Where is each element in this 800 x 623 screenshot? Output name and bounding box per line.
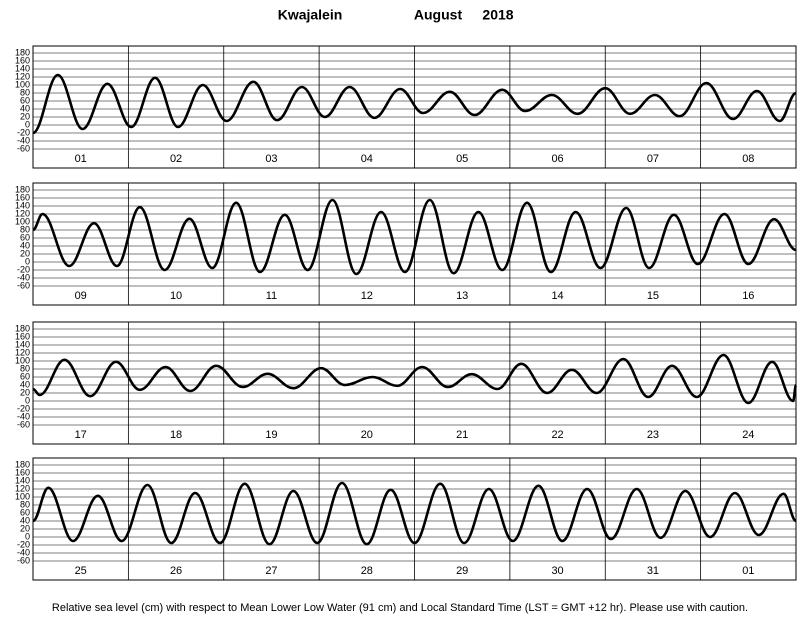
y-tick-label: 140 <box>15 339 30 349</box>
day-label: 03 <box>265 153 277 165</box>
y-tick-label: 100 <box>15 216 30 226</box>
y-tick-label: 100 <box>15 491 30 501</box>
day-label: 06 <box>551 153 563 165</box>
y-tick-label: 80 <box>20 363 30 373</box>
y-tick-label: 20 <box>20 523 30 533</box>
y-tick-label: -40 <box>17 135 30 145</box>
y-tick-label: 40 <box>20 379 30 389</box>
day-label: 01 <box>75 153 87 165</box>
y-tick-label: 0 <box>25 531 30 541</box>
day-label: 26 <box>170 565 182 577</box>
y-tick-label: 40 <box>20 515 30 525</box>
y-tick-label: -20 <box>17 127 30 137</box>
station-name: Kwajalein <box>278 7 343 23</box>
y-tick-label: -60 <box>17 143 30 153</box>
y-tick-label: 20 <box>20 387 30 397</box>
day-label: 16 <box>742 290 754 302</box>
day-label: 10 <box>170 290 182 302</box>
day-label: 23 <box>647 429 659 441</box>
day-label: 08 <box>742 153 754 165</box>
y-tick-label: 40 <box>20 240 30 250</box>
day-label: 01 <box>742 565 754 577</box>
day-label: 09 <box>75 290 87 302</box>
day-label: 20 <box>361 429 373 441</box>
y-tick-label: 60 <box>20 232 30 242</box>
y-tick-label: 100 <box>15 355 30 365</box>
y-tick-label: 20 <box>20 248 30 258</box>
y-tick-label: 140 <box>15 63 30 73</box>
panel-frame <box>32 321 797 445</box>
day-label: 04 <box>361 153 373 165</box>
y-tick-label: 160 <box>15 55 30 65</box>
day-label: 13 <box>456 290 468 302</box>
y-tick-label: 80 <box>20 87 30 97</box>
tide-curve <box>32 73 797 135</box>
day-label: 25 <box>75 565 87 577</box>
y-tick-label: 180 <box>15 47 30 57</box>
y-tick-label: 40 <box>20 103 30 113</box>
y-tick-label: 180 <box>15 184 30 194</box>
y-tick-label: -40 <box>17 547 30 557</box>
y-tick-label: 120 <box>15 347 30 357</box>
y-tick-label: 160 <box>15 331 30 341</box>
y-tick-label: 120 <box>15 483 30 493</box>
month: August <box>414 7 463 23</box>
y-tick-label: -60 <box>17 280 30 290</box>
day-label: 05 <box>456 153 468 165</box>
day-label: 28 <box>361 565 373 577</box>
y-tick-label: 120 <box>15 208 30 218</box>
day-label: 02 <box>170 153 182 165</box>
day-label: 11 <box>266 290 277 302</box>
y-tick-label: 80 <box>20 224 30 234</box>
tide-curve <box>32 481 797 546</box>
y-tick-label: 180 <box>15 459 30 469</box>
day-label: 21 <box>456 429 468 441</box>
y-tick-label: 140 <box>15 475 30 485</box>
day-label: 29 <box>456 565 468 577</box>
day-label: 07 <box>647 153 659 165</box>
panel-frame <box>32 45 797 169</box>
day-label: 14 <box>551 290 563 302</box>
y-tick-label: 180 <box>15 323 30 333</box>
panel-frame <box>32 457 797 581</box>
y-tick-label: 60 <box>20 95 30 105</box>
y-tick-label: 100 <box>15 79 30 89</box>
day-label: 19 <box>265 429 277 441</box>
y-tick-label: 60 <box>20 507 30 517</box>
y-tick-label: -40 <box>17 272 30 282</box>
y-tick-label: 140 <box>15 200 30 210</box>
y-tick-label: 80 <box>20 499 30 509</box>
footnote: Relative sea level (cm) with respect to … <box>52 602 748 614</box>
day-label: 17 <box>75 429 87 441</box>
day-label: 12 <box>361 290 373 302</box>
y-tick-label: -60 <box>17 555 30 565</box>
y-tick-label: -60 <box>17 419 30 429</box>
y-tick-label: 60 <box>20 371 30 381</box>
day-label: 31 <box>647 565 659 577</box>
tide-curve <box>32 198 797 276</box>
y-tick-label: -20 <box>17 403 30 413</box>
y-tick-label: 0 <box>25 395 30 405</box>
y-tick-label: 20 <box>20 111 30 121</box>
day-label: 24 <box>742 429 754 441</box>
day-label: 27 <box>265 565 277 577</box>
year: 2018 <box>482 7 513 23</box>
y-tick-label: 0 <box>25 119 30 129</box>
tide-curve <box>32 353 798 405</box>
panel-frame <box>32 182 797 306</box>
y-tick-label: 160 <box>15 192 30 202</box>
y-tick-label: 160 <box>15 467 30 477</box>
y-tick-label: -20 <box>17 264 30 274</box>
day-label: 30 <box>551 565 563 577</box>
y-tick-label: 120 <box>15 71 30 81</box>
day-label: 18 <box>170 429 182 441</box>
day-label: 15 <box>647 290 659 302</box>
y-tick-label: -20 <box>17 539 30 549</box>
y-tick-label: 0 <box>25 256 30 266</box>
y-tick-label: -40 <box>17 411 30 421</box>
day-label: 22 <box>551 429 563 441</box>
